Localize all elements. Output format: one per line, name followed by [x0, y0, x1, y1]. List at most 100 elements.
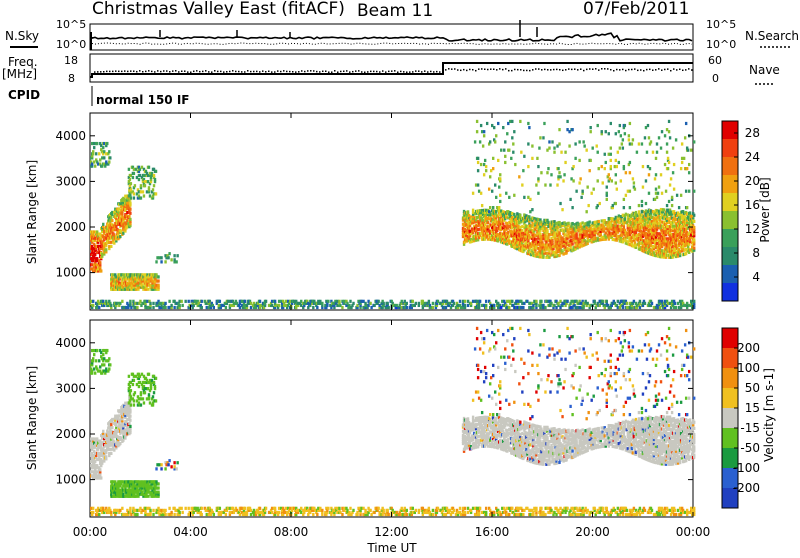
power-cell	[537, 177, 539, 180]
nave-point	[598, 69, 600, 71]
power-cell	[544, 306, 546, 309]
nave-tick-low: 0	[712, 72, 719, 85]
power-cell	[153, 184, 155, 187]
nave-label: Nave	[749, 63, 780, 77]
power-cell	[606, 300, 608, 303]
power-cell	[633, 181, 635, 184]
nave-point	[130, 70, 132, 72]
velocity-cell	[99, 468, 101, 471]
power-cell	[588, 220, 590, 223]
power-cell	[598, 167, 600, 170]
power-cell	[495, 134, 497, 137]
nave-point	[478, 68, 480, 70]
nave-point	[505, 68, 507, 70]
power-cell	[492, 206, 494, 209]
nave-point	[592, 68, 594, 70]
power-cell	[514, 163, 516, 166]
power-cell	[641, 210, 643, 213]
nave-point	[355, 70, 357, 72]
nave-point	[622, 69, 624, 71]
power-cell	[666, 142, 668, 145]
nave-point	[502, 69, 504, 71]
power-cell	[547, 167, 549, 170]
power-cell	[642, 165, 644, 168]
power-cell	[622, 147, 624, 150]
nave-point	[529, 70, 531, 72]
power-cell	[693, 140, 695, 143]
nave-point	[253, 71, 255, 73]
power-cell	[170, 258, 172, 261]
freq-tick-high: 18	[64, 54, 78, 67]
power-cell	[503, 149, 505, 152]
nave-point	[427, 71, 429, 73]
power-cell	[176, 254, 178, 257]
power-cell	[511, 300, 513, 303]
nave-point	[322, 71, 324, 73]
power-cell	[634, 188, 636, 191]
power-cell	[108, 150, 110, 153]
nave-point	[127, 71, 129, 73]
nave-point	[604, 68, 606, 70]
nave-point	[547, 69, 549, 71]
power-cell	[571, 242, 573, 245]
power-cell	[121, 300, 123, 303]
power-cell	[472, 209, 474, 212]
nave-point	[214, 70, 216, 72]
power-cell	[671, 204, 673, 207]
nave-point	[181, 71, 183, 73]
nave-point	[235, 71, 237, 73]
nsky-trace	[92, 33, 692, 41]
power-cell	[513, 194, 515, 197]
nave-point	[400, 71, 402, 73]
freq-trace	[90, 63, 693, 77]
nave-point	[346, 70, 348, 72]
power-cell	[481, 204, 483, 207]
power-cell	[608, 132, 610, 135]
power-cell	[588, 169, 590, 172]
power-cell	[168, 252, 170, 255]
power-cell	[108, 160, 110, 163]
power-cell	[660, 147, 662, 150]
nave-point	[523, 70, 525, 72]
power-cell	[549, 183, 551, 186]
power-cell	[485, 169, 487, 172]
power-cell	[550, 173, 552, 176]
nave-point	[670, 70, 672, 72]
nave-point	[418, 70, 420, 72]
nave-point	[652, 69, 654, 71]
power-cell	[160, 260, 162, 263]
power-cell	[644, 302, 646, 305]
nave-point	[94, 71, 96, 73]
power-cell	[666, 151, 668, 154]
power-cell	[632, 177, 634, 180]
power-cell	[674, 302, 676, 305]
nave-point	[187, 71, 189, 73]
power-cell	[96, 142, 98, 145]
power-cell	[519, 214, 521, 217]
power-cell	[688, 163, 690, 166]
power-cell	[661, 192, 663, 195]
power-cell	[499, 200, 501, 203]
colorbar-swatch	[722, 265, 738, 283]
nave-point	[565, 69, 567, 71]
power-cell	[369, 302, 371, 305]
nave-point	[412, 71, 414, 73]
power-cell	[170, 304, 172, 307]
nave-point	[115, 70, 117, 72]
velocity-cell	[100, 476, 102, 479]
power-cell	[589, 126, 591, 129]
power-cell	[546, 171, 548, 174]
power-cell	[571, 128, 573, 131]
power-cell	[495, 196, 497, 199]
nave-point	[688, 68, 690, 70]
power-cell	[629, 190, 631, 193]
power-cell	[464, 304, 466, 307]
power-cell	[625, 194, 627, 197]
power-cell	[406, 302, 408, 305]
power-cell	[597, 151, 599, 154]
power-cell	[656, 142, 658, 145]
power-cell	[129, 208, 131, 211]
nave-point	[190, 71, 192, 73]
